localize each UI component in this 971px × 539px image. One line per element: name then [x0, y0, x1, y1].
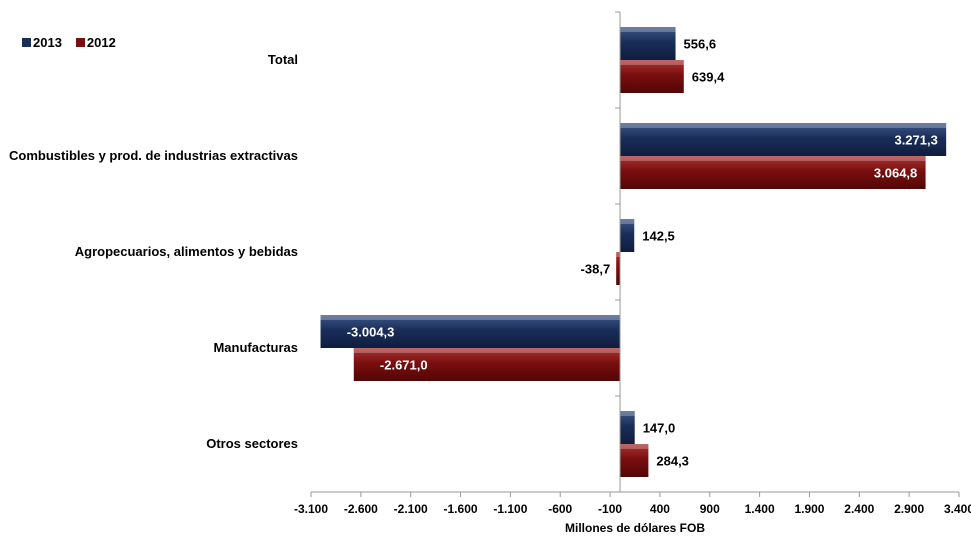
data-label: -2.671,0: [380, 358, 428, 373]
bar-highlight: [620, 411, 635, 416]
x-tick-label: 1.900: [794, 502, 824, 516]
bar-2012: [620, 156, 926, 189]
category-label: Total: [268, 52, 298, 67]
bar-highlight: [620, 219, 635, 224]
x-axis-title: Millones de dólares FOB: [565, 521, 705, 535]
category-label: Combustibles y prod. de industrias extra…: [9, 148, 298, 163]
x-tick-label: -1.100: [493, 502, 527, 516]
legend-swatch-2013: [22, 38, 31, 47]
legend-swatch-2012: [75, 38, 85, 47]
data-label: 556,6: [684, 37, 717, 52]
data-label: 142,5: [642, 229, 675, 244]
bars-layer: [320, 27, 947, 477]
legend-label-2013: 2013: [33, 35, 62, 50]
data-label: 147,0: [643, 421, 676, 436]
bar-2012: [620, 444, 649, 477]
bar-highlight: [320, 315, 621, 320]
category-label: Manufacturas: [213, 340, 298, 355]
bar-2013: [620, 123, 947, 156]
bar-highlight: [353, 348, 621, 353]
legend-item-2013: 2013: [22, 35, 62, 50]
x-axis: [310, 11, 960, 497]
legend-item-2012: 2012: [75, 35, 116, 50]
bar-2012: [616, 252, 621, 285]
bar-highlight: [620, 123, 947, 128]
bar-2013: [620, 27, 676, 60]
x-tick-label: -100: [598, 502, 622, 516]
data-label: -38,7: [581, 262, 611, 277]
bar-highlight: [616, 252, 621, 257]
category-label: Agropecuarios, alimentos y bebidas: [75, 244, 298, 259]
bar-2013: [620, 411, 635, 444]
x-tick-label: -600: [548, 502, 572, 516]
bar-2012: [620, 60, 684, 93]
labels-layer: Total 556,6 639,4 Combustibles y prod. de i…: [9, 37, 971, 536]
data-label: 3.064,8: [874, 166, 917, 181]
data-label: -3.004,3: [347, 325, 395, 340]
data-label: 3.271,3: [894, 133, 937, 148]
legend-label-2012: 2012: [86, 35, 116, 50]
bar-highlight: [620, 444, 649, 449]
x-tick-label: 2.900: [894, 502, 924, 516]
x-tick-label: -1.600: [444, 502, 478, 516]
data-label: 639,4: [692, 70, 725, 85]
bar-2012: [353, 348, 621, 381]
bar-highlight: [620, 27, 676, 32]
legend: 2013 2012: [22, 35, 116, 50]
bar-highlight: [620, 156, 926, 161]
x-tick-label: -3.100: [294, 502, 328, 516]
bar-highlight: [620, 60, 684, 65]
bar-2013: [620, 219, 635, 252]
data-label: 284,3: [656, 454, 689, 469]
category-label: Otros sectores: [206, 436, 298, 451]
x-tick-label: 3.400: [944, 502, 971, 516]
x-tick-label: 1.400: [745, 502, 775, 516]
x-tick-label: 400: [650, 502, 670, 516]
x-tick-label: -2.600: [344, 502, 378, 516]
x-tick-label: 900: [700, 502, 720, 516]
bar-2013: [320, 315, 621, 348]
x-tick-label: -2.100: [394, 502, 428, 516]
x-tick-label: 2.400: [844, 502, 874, 516]
